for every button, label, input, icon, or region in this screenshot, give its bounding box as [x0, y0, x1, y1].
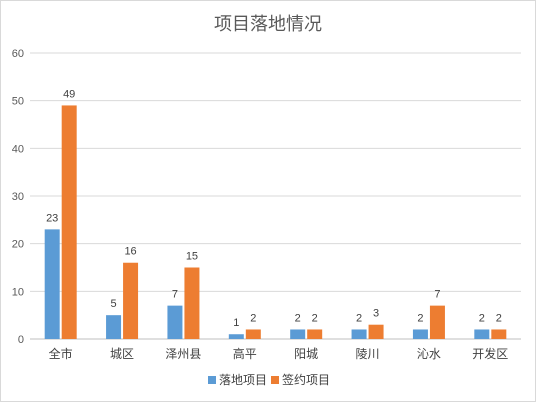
- x-category-label: 陵川: [356, 347, 380, 361]
- x-category-label: 全市: [49, 346, 73, 361]
- bar-landed: [290, 329, 306, 339]
- legend: 落地项目 签约项目: [208, 372, 330, 387]
- data-label: 23: [46, 212, 58, 224]
- data-label: 1: [233, 317, 239, 329]
- y-tick-label: 10: [12, 286, 24, 298]
- bar-landed: [44, 229, 60, 339]
- legend-swatch: [208, 376, 216, 384]
- data-label: 5: [111, 298, 117, 310]
- data-label: 7: [434, 289, 440, 301]
- data-label: 3: [373, 308, 379, 320]
- y-tick-label: 20: [12, 239, 24, 251]
- bar-signed: [184, 267, 200, 339]
- data-label: 2: [356, 312, 362, 324]
- data-label: 2: [417, 312, 423, 324]
- bar-signed: [307, 329, 323, 339]
- y-tick-label: 40: [12, 143, 24, 155]
- data-label: 7: [172, 289, 178, 301]
- data-label: 15: [186, 251, 198, 263]
- bar-signed: [429, 305, 445, 339]
- data-label: 2: [479, 312, 485, 324]
- y-axis-ticks: 0 10 20 30 40 50 60: [12, 48, 24, 346]
- bar-landed: [106, 315, 122, 339]
- bar-signed: [61, 105, 77, 339]
- x-category-label: 城区: [110, 347, 134, 361]
- bar-signed: [368, 324, 384, 339]
- bar-landed: [228, 334, 244, 339]
- data-label: 2: [295, 312, 301, 324]
- legend-label: 落地项目: [219, 373, 267, 387]
- data-label: 16: [124, 246, 136, 258]
- data-label: 49: [63, 88, 75, 100]
- bar-signed: [491, 329, 507, 339]
- chart-title: 项目落地情况: [214, 14, 322, 34]
- legend-label: 签约项目: [282, 372, 330, 387]
- data-label: 2: [312, 312, 318, 324]
- x-category-label: 高平: [233, 346, 257, 361]
- x-category-label: 阳城: [294, 347, 318, 361]
- bar-landed: [412, 329, 428, 339]
- data-label: 2: [496, 312, 502, 324]
- bar-signed: [245, 329, 261, 339]
- bars: [44, 105, 507, 339]
- x-category-label: 泽州县: [165, 347, 201, 361]
- gridlines: [30, 52, 521, 340]
- y-tick-label: 0: [18, 334, 24, 346]
- y-tick-label: 50: [12, 96, 24, 108]
- legend-swatch: [271, 376, 279, 384]
- bar-landed: [167, 305, 183, 339]
- bar-landed: [351, 329, 367, 339]
- bar-landed: [474, 329, 490, 339]
- bar-signed: [123, 262, 139, 339]
- y-tick-label: 60: [12, 48, 24, 60]
- data-label: 2: [250, 312, 256, 324]
- y-tick-label: 30: [12, 191, 24, 203]
- x-category-label: 开发区: [472, 346, 508, 361]
- x-axis-categories: 全市 城区 泽州县 高平 阳城 陵川 沁水 开发区: [49, 346, 509, 361]
- x-category-label: 沁水: [417, 347, 441, 361]
